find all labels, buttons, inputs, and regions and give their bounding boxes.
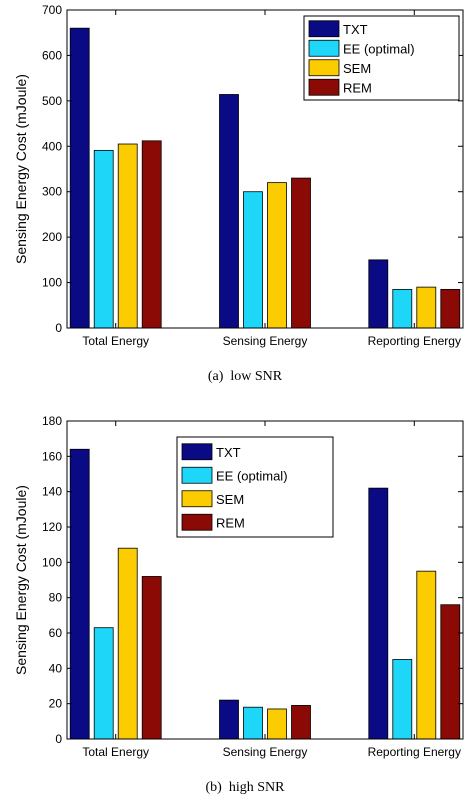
- legend-label: EE (optimal): [216, 468, 288, 483]
- bar: [93, 627, 114, 740]
- x-tick-label: Sensing Energy: [223, 745, 308, 759]
- legend: TXT EE (optimal) SEM REM: [176, 436, 334, 538]
- y-tick-label: 0: [55, 732, 62, 746]
- chart-caption: (b) high SNR: [206, 780, 286, 795]
- y-tick-label: 400: [42, 139, 62, 153]
- bar: [440, 288, 461, 329]
- y-tick-label: 600: [42, 48, 62, 62]
- legend-swatch: [181, 443, 213, 461]
- legend-swatch: [181, 466, 213, 484]
- y-tick-label: 40: [49, 661, 63, 675]
- bar: [416, 570, 437, 740]
- y-axis-label: Sensing Energy Cost (mJoule): [13, 485, 29, 675]
- y-tick-label: 120: [42, 520, 62, 534]
- legend-swatch: [308, 59, 340, 77]
- chart-high-snr: 0 20 40 60 80 100 120 140 160 180 Total Energy Sens…: [13, 414, 464, 795]
- legend-label: REM: [216, 515, 245, 530]
- y-tick-label: 180: [42, 414, 62, 428]
- legend-swatch: [308, 39, 340, 57]
- bar: [392, 288, 413, 329]
- bar: [291, 177, 311, 329]
- bar: [267, 708, 287, 740]
- x-tick-label: Reporting Energy: [368, 745, 461, 759]
- bar: [219, 94, 239, 329]
- y-tick-label: 20: [49, 697, 63, 711]
- bar: [243, 706, 263, 740]
- bar: [368, 259, 389, 329]
- bar: [69, 448, 90, 740]
- bar: [69, 27, 90, 329]
- y-tick-label: 160: [42, 449, 62, 463]
- legend-label: REM: [343, 80, 372, 95]
- y-tick-label: 300: [42, 185, 62, 199]
- y-tick-label: 0: [55, 321, 62, 335]
- legend-swatch: [181, 490, 213, 508]
- bar: [392, 659, 413, 740]
- legend-label: SEM: [343, 61, 371, 76]
- y-tick-label: 200: [42, 230, 62, 244]
- y-axis-label: Sensing Energy Cost (mJoule): [13, 74, 29, 264]
- legend: TXT EE (optimal) SEM REM: [303, 15, 460, 101]
- x-tick-label: Reporting Energy: [368, 334, 461, 348]
- y-tick-label: 700: [42, 3, 62, 17]
- legend-swatch: [308, 78, 340, 96]
- y-tick-label: 100: [42, 555, 62, 569]
- legend-swatch: [308, 20, 340, 38]
- y-tick-label: 140: [42, 485, 62, 499]
- bar: [440, 604, 461, 740]
- bar: [141, 140, 162, 329]
- bar: [219, 699, 239, 740]
- y-tick-label: 500: [42, 94, 62, 108]
- chart-low-snr: 0 100 200 300 400 500 600 700 Total Energy Sensin…: [13, 3, 464, 384]
- y-tick-label: 80: [49, 591, 63, 605]
- bar: [141, 576, 162, 740]
- bar: [416, 286, 437, 329]
- bar: [291, 705, 311, 740]
- bar: [117, 547, 138, 740]
- legend-label: SEM: [216, 492, 244, 507]
- bar: [267, 182, 287, 329]
- chart-caption: (a) low SNR: [208, 369, 283, 384]
- x-tick-label: Total Energy: [82, 745, 149, 759]
- legend-label: EE (optimal): [343, 41, 415, 56]
- x-tick-label: Sensing Energy: [223, 334, 308, 348]
- bar: [93, 149, 114, 329]
- legend-label: TXT: [343, 22, 368, 37]
- y-tick-label: 60: [49, 626, 63, 640]
- x-tick-label: Total Energy: [82, 334, 149, 348]
- y-tick-label: 100: [42, 276, 62, 290]
- bar: [243, 191, 263, 329]
- bar: [368, 487, 389, 740]
- bar: [117, 143, 138, 329]
- legend-swatch: [181, 513, 213, 531]
- legend-label: TXT: [216, 445, 241, 460]
